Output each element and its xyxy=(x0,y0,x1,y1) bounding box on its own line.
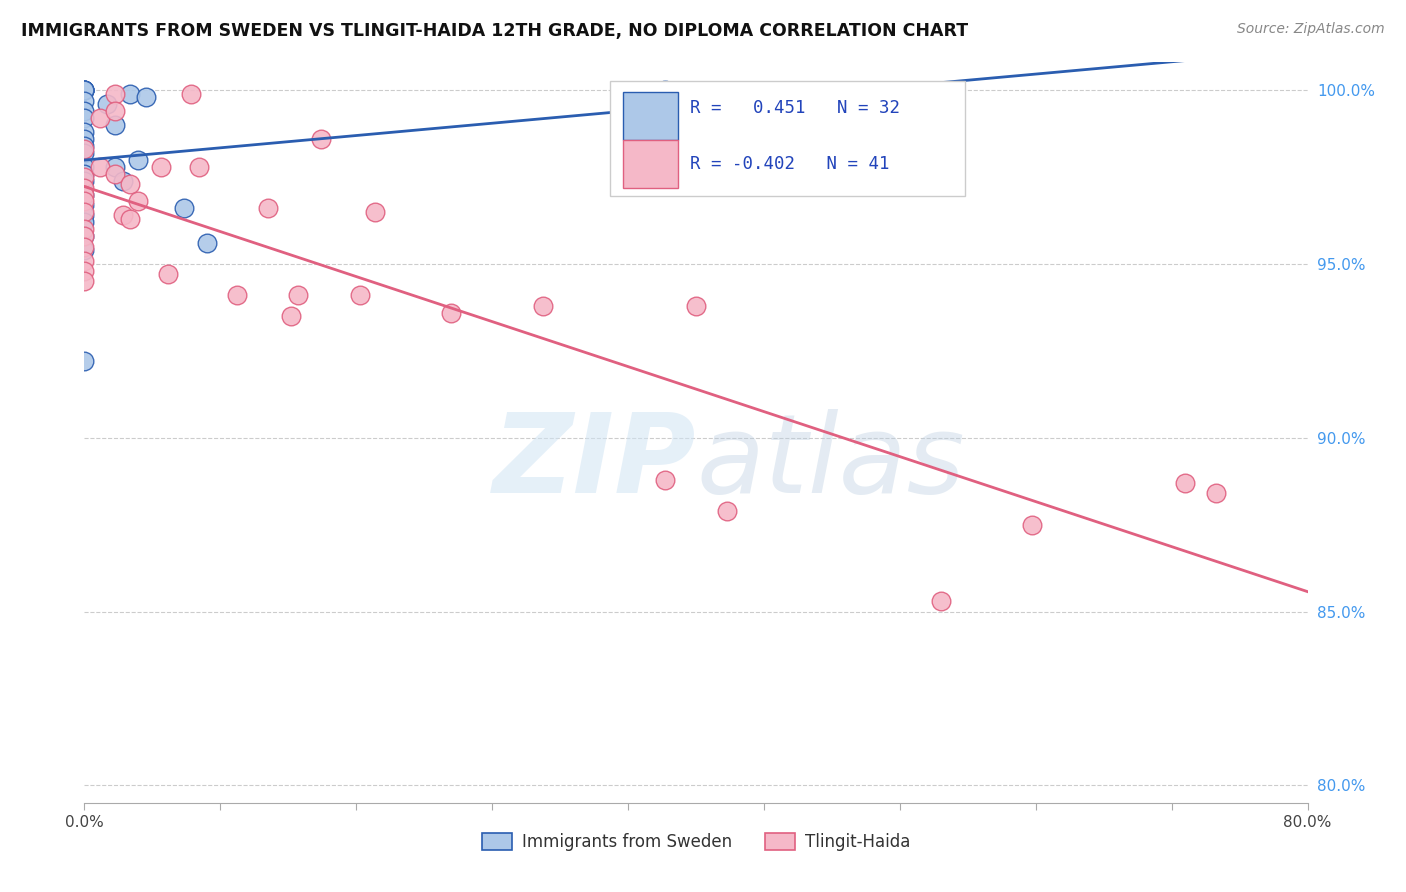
Point xyxy=(104,118,127,132)
Point xyxy=(685,299,707,313)
Point xyxy=(104,104,127,119)
Text: R =   0.451   N = 32: R = 0.451 N = 32 xyxy=(690,99,900,118)
Point xyxy=(311,132,333,146)
Point xyxy=(188,160,211,174)
Point xyxy=(73,198,96,212)
Point xyxy=(73,354,96,368)
Point xyxy=(257,202,280,216)
Point xyxy=(531,299,554,313)
Point xyxy=(73,170,96,185)
Point xyxy=(73,264,96,278)
Point xyxy=(1205,486,1227,500)
Point xyxy=(73,142,96,156)
Point xyxy=(364,205,387,219)
Point xyxy=(89,160,111,174)
Point xyxy=(73,167,96,181)
Point xyxy=(73,111,96,125)
Point xyxy=(104,167,127,181)
Point xyxy=(73,208,96,222)
Point xyxy=(73,104,96,119)
Point xyxy=(111,208,134,222)
Point xyxy=(120,87,142,101)
Point xyxy=(73,180,96,194)
Point xyxy=(280,309,302,323)
Point xyxy=(104,160,127,174)
Point xyxy=(716,504,738,518)
Point xyxy=(73,94,96,108)
Point xyxy=(73,187,96,202)
Point xyxy=(654,473,676,487)
Point xyxy=(73,83,96,97)
Text: Source: ZipAtlas.com: Source: ZipAtlas.com xyxy=(1237,22,1385,37)
Point xyxy=(96,97,118,112)
Point xyxy=(149,160,172,174)
Text: atlas: atlas xyxy=(696,409,965,516)
Point xyxy=(73,132,96,146)
Point xyxy=(127,153,149,167)
Point xyxy=(73,83,96,97)
Point xyxy=(73,160,96,174)
Point xyxy=(73,229,96,244)
Point xyxy=(929,594,952,608)
Point xyxy=(73,229,96,244)
Point xyxy=(1021,517,1043,532)
Point xyxy=(120,211,142,226)
Point xyxy=(73,240,96,254)
Point xyxy=(73,215,96,229)
Point xyxy=(73,83,96,97)
Point xyxy=(111,173,134,187)
Point xyxy=(73,274,96,288)
Text: R = -0.402   N = 41: R = -0.402 N = 41 xyxy=(690,155,890,173)
Point xyxy=(173,202,195,216)
Point xyxy=(89,111,111,125)
FancyBboxPatch shape xyxy=(623,92,678,140)
Point xyxy=(73,145,96,160)
Point xyxy=(1174,476,1197,491)
Point xyxy=(349,288,371,302)
FancyBboxPatch shape xyxy=(623,140,678,188)
Point xyxy=(73,139,96,153)
FancyBboxPatch shape xyxy=(610,81,965,195)
Point xyxy=(180,87,202,101)
Legend: Immigrants from Sweden, Tlingit-Haida: Immigrants from Sweden, Tlingit-Haida xyxy=(475,826,917,857)
Text: IMMIGRANTS FROM SWEDEN VS TLINGIT-HAIDA 12TH GRADE, NO DIPLOMA CORRELATION CHART: IMMIGRANTS FROM SWEDEN VS TLINGIT-HAIDA … xyxy=(21,22,969,40)
Point xyxy=(157,268,180,282)
Text: ZIP: ZIP xyxy=(492,409,696,516)
Point xyxy=(73,187,96,202)
Point xyxy=(73,83,96,97)
Point xyxy=(195,236,218,251)
Point xyxy=(135,90,157,104)
Point xyxy=(104,87,127,101)
Point xyxy=(440,306,463,320)
Point xyxy=(226,288,249,302)
Point xyxy=(73,194,96,209)
Point xyxy=(127,194,149,209)
Point xyxy=(287,288,309,302)
Point xyxy=(73,243,96,257)
Point xyxy=(654,83,676,97)
Point xyxy=(120,177,142,191)
Point xyxy=(73,125,96,139)
Point xyxy=(73,222,96,236)
Point xyxy=(73,253,96,268)
Point xyxy=(73,173,96,187)
Point xyxy=(73,83,96,97)
Point xyxy=(73,205,96,219)
